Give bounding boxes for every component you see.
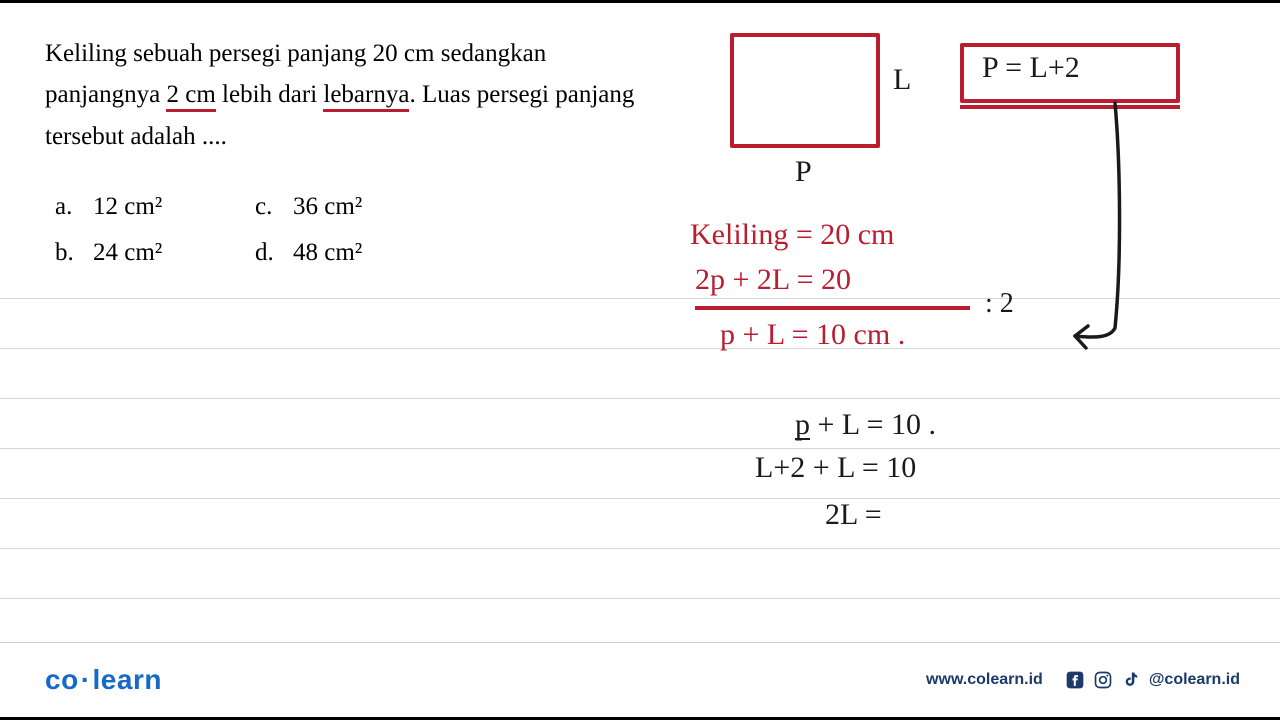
page: Keliling sebuah persegi panjang 20 cm se… xyxy=(0,0,1280,720)
answer-options: a.12 cm² c.36 cm² b.24 cm² d.48 cm² xyxy=(55,193,455,267)
diagram-label-P: P xyxy=(795,155,812,189)
footer-right: www.colearn.id @colearn.id xyxy=(926,670,1240,690)
question-mid: lebih dari xyxy=(216,81,324,108)
step-2: L+2 + L = 10 xyxy=(755,451,916,485)
step-1: p + L = 10 . xyxy=(795,408,936,442)
formula-box: P = L+2 xyxy=(960,43,1180,103)
footer-url: www.colearn.id xyxy=(926,671,1043,689)
footer: co·learn www.colearn.id @colearn.id xyxy=(0,642,1280,717)
brand-logo: co·learn xyxy=(45,664,162,696)
footer-handle: @colearn.id xyxy=(1149,671,1240,689)
rectangle-diagram xyxy=(730,33,880,148)
option-c: c.36 cm² xyxy=(255,193,455,221)
tiktok-icon xyxy=(1121,670,1141,690)
arrow-icon xyxy=(1060,98,1150,358)
work-simplified: p + L = 10 cm . xyxy=(720,318,905,352)
work-keliling: Keliling = 20 cm xyxy=(690,218,894,252)
option-a: a.12 cm² xyxy=(55,193,255,221)
facebook-icon xyxy=(1065,670,1085,690)
option-b: b.24 cm² xyxy=(55,239,255,267)
social-icons: @colearn.id xyxy=(1065,670,1240,690)
option-d: d.48 cm² xyxy=(255,239,455,267)
work-perimeter-eq: 2p + 2L = 20 xyxy=(695,263,851,297)
formula-text: P = L+2 xyxy=(982,51,1080,85)
question-underline-1: 2 cm xyxy=(166,81,215,112)
division-line xyxy=(695,306,970,310)
question-underline-2: lebarnya xyxy=(323,81,409,112)
diagram-label-L: L xyxy=(893,63,911,97)
question-text: Keliling sebuah persegi panjang 20 cm se… xyxy=(45,33,650,157)
divide-by-2: : 2 xyxy=(985,288,1014,320)
instagram-icon xyxy=(1093,670,1113,690)
step-3: 2L = xyxy=(825,498,882,532)
